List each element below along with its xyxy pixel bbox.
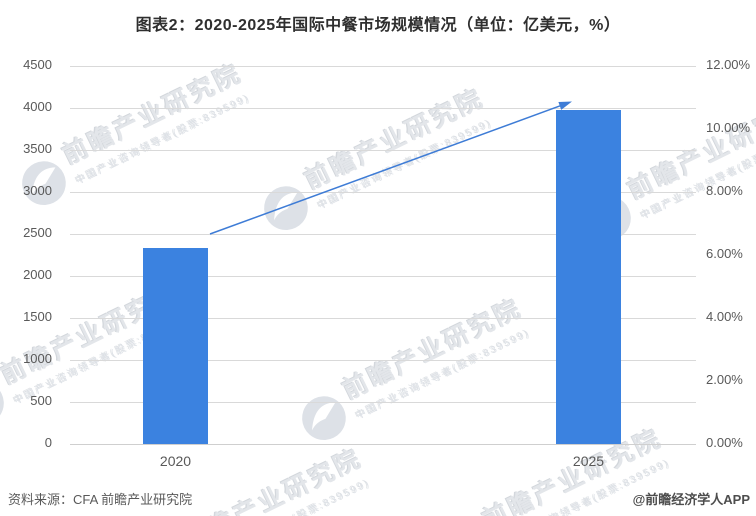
gridline bbox=[70, 318, 696, 319]
x-axis-tick-label: 2025 bbox=[572, 453, 605, 469]
x-axis: 2020 2025 bbox=[70, 453, 696, 473]
app-credit: @前瞻经济学人APP bbox=[632, 492, 750, 507]
gridline bbox=[70, 276, 696, 277]
y-axis-right-tick-label: 12.00% bbox=[706, 57, 751, 72]
y-axis-left-tick-label: 3500 bbox=[23, 141, 52, 156]
y-axis-left-tick-label: 4000 bbox=[23, 99, 52, 114]
source-note: 资料来源：CFA 前瞻产业研究院 bbox=[8, 492, 193, 507]
y-axis-left-tick-label: 1500 bbox=[23, 309, 52, 324]
y-axis-left-tick-label: 2500 bbox=[23, 225, 52, 240]
y-axis-left-tick-label: 1000 bbox=[23, 351, 52, 366]
bar-2020 bbox=[143, 248, 208, 444]
y-axis-right-tick-label: 2.00% bbox=[706, 372, 743, 387]
y-axis-left-tick-label: 0 bbox=[44, 435, 52, 450]
y-axis-left-tick-label: 4500 bbox=[23, 57, 52, 72]
gridline bbox=[70, 360, 696, 361]
x-axis-tick-label: 2020 bbox=[159, 453, 192, 469]
watermark-subtext: 中国产业咨询领导者(股票:839599) bbox=[193, 473, 376, 516]
y-axis-right-tick-label: 10.00% bbox=[706, 120, 751, 135]
chart-title: 图表2：2020-2025年国际中餐市场规模情况（单位：亿美元，%） bbox=[135, 17, 621, 34]
bar-2025 bbox=[556, 109, 621, 444]
y-axis-right-tick-label: 6.00% bbox=[706, 246, 743, 261]
y-axis-right: 12.00% 10.00% 8.00% 6.00% 4.00% 2.00% 0.00% bbox=[706, 57, 756, 450]
y-axis-left-tick-label: 500 bbox=[30, 393, 52, 408]
y-axis-left-tick-label: 2000 bbox=[23, 267, 52, 282]
y-axis-left: 4500 4000 3500 3000 2500 2000 1500 1000 500 0 bbox=[0, 57, 58, 450]
gridline bbox=[70, 66, 696, 67]
gridline bbox=[70, 402, 696, 403]
growth-arrow-line bbox=[209, 104, 561, 235]
gridline bbox=[70, 444, 696, 445]
y-axis-right-tick-label: 8.00% bbox=[706, 183, 743, 198]
y-axis-left-tick-label: 3000 bbox=[23, 183, 52, 198]
y-axis-right-tick-label: 0.00% bbox=[706, 435, 743, 450]
watermark-text: 前瞻产业研究院 bbox=[178, 443, 368, 516]
plot-area bbox=[70, 66, 696, 445]
y-axis-right-tick-label: 4.00% bbox=[706, 309, 743, 324]
